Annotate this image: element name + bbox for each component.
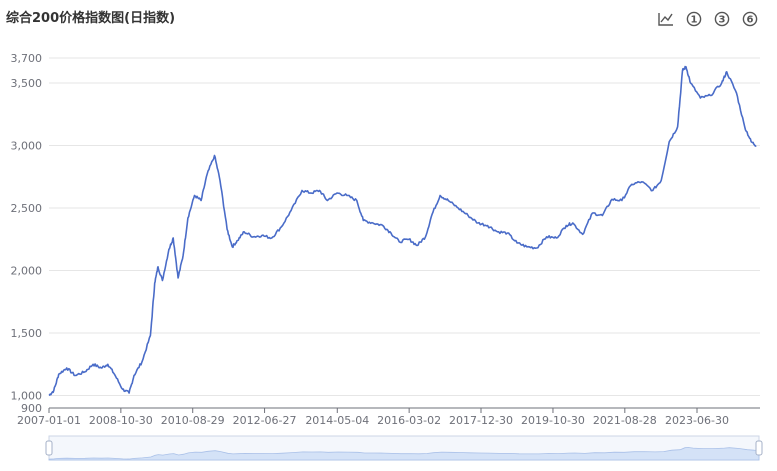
series-line	[48, 65, 757, 397]
x-tick-label: 2007-01-01	[17, 414, 81, 427]
x-tick-label: 2008-10-30	[89, 414, 153, 427]
x-tick-label: 2014-05-04	[305, 414, 369, 427]
period-6-label: 6	[747, 15, 754, 26]
zoom-preview-area	[48, 447, 760, 461]
y-tick-label: 3,500	[11, 77, 43, 90]
x-axis: 2007-01-01 2008-10-30 2010-08-29 2012-06-27…	[17, 407, 760, 427]
data-zoom-slider[interactable]	[45, 435, 763, 461]
chart-toolbar: 1 3 6	[657, 10, 759, 28]
period-1-label: 1	[691, 15, 698, 26]
chart-title: 综合200价格指数图(日指数)	[6, 11, 176, 26]
y-tick-label: 2,000	[11, 265, 43, 278]
line-chart-icon[interactable]	[657, 10, 675, 28]
period-3-button[interactable]: 3	[713, 10, 731, 28]
x-tick-label: 2023-06-30	[665, 414, 729, 427]
x-tick-label: 2010-08-29	[161, 414, 225, 427]
y-tick-label: 3,000	[11, 140, 43, 153]
y-tick-label: 900	[21, 402, 42, 415]
y-tick-label: 1,000	[11, 390, 43, 403]
x-tick-label: 2012-06-27	[233, 414, 297, 427]
y-tick-label: 1,500	[11, 327, 43, 340]
y-tick-label: 2,500	[11, 202, 43, 215]
period-3-label: 3	[719, 15, 726, 26]
y-tick-label: 3,700	[11, 52, 43, 65]
x-tick-label: 2021-08-28	[593, 414, 657, 427]
grid-lines	[49, 57, 760, 396]
x-tick-label: 2016-03-02	[377, 414, 441, 427]
x-tick-label: 2017-12-30	[449, 414, 513, 427]
zoom-handle-right[interactable]	[755, 440, 763, 456]
x-tick-label: 2019-10-30	[521, 414, 585, 427]
period-6-button[interactable]: 6	[741, 10, 759, 28]
series-layer	[48, 65, 757, 397]
period-1-button[interactable]: 1	[685, 10, 703, 28]
zoom-handle-left[interactable]	[45, 440, 53, 456]
